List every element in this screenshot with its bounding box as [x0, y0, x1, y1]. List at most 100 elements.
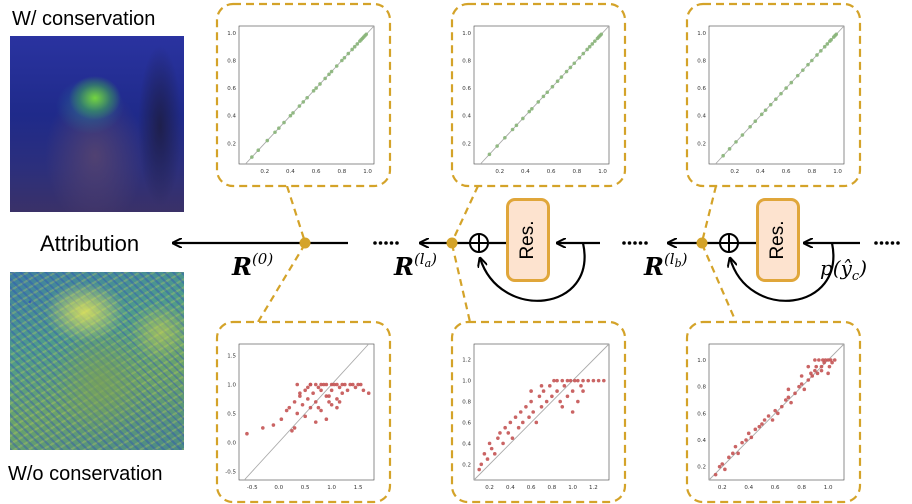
point-top-3-19 [822, 44, 827, 49]
point-top-1-17 [334, 64, 339, 68]
point-bottom-1-12 [306, 397, 310, 401]
point-bottom-2-44 [602, 378, 606, 383]
point-bottom-3-25 [797, 384, 801, 389]
point-bottom-2-48 [576, 399, 580, 404]
identity-line-bottom-2 [473, 343, 610, 481]
point-bottom-1-2 [271, 423, 276, 427]
point-top-2-16 [572, 61, 577, 66]
point-bottom-1-20 [319, 408, 323, 413]
point-bottom-2-11 [506, 431, 511, 435]
point-bottom-3-5 [731, 451, 735, 456]
point-bottom-2-31 [558, 399, 562, 404]
point-bottom-1-21 [321, 382, 326, 387]
res-block-b-label: Res. [767, 220, 788, 260]
xtick-bottom-2-5: 1.2 [589, 485, 598, 491]
point-top-3-9 [774, 97, 778, 101]
point-bottom-2-38 [576, 378, 580, 383]
point-bottom-1-30 [337, 385, 342, 390]
point-top-1-1 [256, 148, 261, 152]
point-top-2-19 [585, 47, 589, 52]
point-bottom-3-35 [819, 364, 824, 369]
point-bottom-3-33 [815, 371, 820, 376]
point-bottom-2-40 [581, 378, 585, 383]
rla-superscript: (l [413, 250, 425, 268]
scatter-panels: 0.2 0.4 0.6 0.8 1.00.20.40.60.81.0 0.2 0.4 0.6 0… [215, 2, 862, 504]
point-top-2-13 [559, 75, 564, 79]
ytick-top-2-3: 0.8 [462, 59, 471, 65]
connector-top-3 [700, 185, 718, 243]
plot-area-bottom-2 [473, 343, 610, 481]
point-top-2-0 [487, 152, 492, 157]
point-bottom-1-6 [290, 429, 294, 433]
panel-frame-bottom-1 [215, 320, 392, 504]
point-top-1-21 [350, 47, 354, 52]
attribution-label: Attribution [40, 231, 140, 256]
point-bottom-3-34 [817, 358, 821, 362]
point-bottom-2-29 [552, 378, 556, 383]
xtick-bottom-3-2: 0.6 [771, 485, 780, 491]
point-bottom-3-1 [717, 464, 722, 469]
r0-superscript: (0) [251, 250, 274, 268]
plot-area-bottom-3 [708, 343, 845, 481]
heatmap-without-conservation [10, 272, 184, 450]
point-bottom-3-24 [793, 391, 797, 396]
point-bottom-1-8 [295, 411, 300, 416]
ytick-bottom-2-2: 0.6 [462, 420, 471, 426]
ytick-top-3-3: 0.8 [697, 59, 706, 65]
point-bottom-3-28 [806, 378, 811, 382]
point-bottom-3-38 [823, 358, 828, 362]
scatter-panel-bottom-3: 0.2 0.4 0.6 0.8 1.0 0.2 0.4 0.6 0.8 1.0 [685, 320, 862, 504]
point-top-1-9 [301, 100, 306, 104]
point-bottom-3-18 [773, 408, 777, 413]
scatter-panel-top-3: 0.2 0.4 0.6 0.8 1.0 0.2 0.4 0.6 0.8 1.0 [685, 2, 862, 188]
point-bottom-1-40 [366, 391, 371, 395]
ytick-bottom-2-0: 0.2 [462, 462, 471, 468]
point-bottom-1-5 [287, 405, 292, 410]
point-top-1-7 [291, 111, 295, 115]
point-bottom-3-10 [746, 431, 751, 436]
ytick-top-2-1: 0.4 [462, 114, 471, 120]
point-bottom-1-49 [329, 402, 334, 407]
point-bottom-3-30 [810, 374, 815, 378]
point-bottom-1-11 [303, 388, 307, 393]
point-top-1-15 [327, 72, 331, 77]
point-bottom-3-9 [744, 438, 748, 442]
panel-connectors [257, 185, 738, 323]
point-top-3-12 [789, 80, 794, 85]
xtick-top-2-0: 0.2 [495, 169, 504, 175]
point-bottom-1-45 [335, 405, 339, 410]
junction-dots [299, 237, 708, 249]
point-bottom-2-23 [537, 394, 542, 399]
point-bottom-2-33 [562, 384, 567, 388]
point-bottom-2-9 [501, 441, 505, 446]
point-bottom-3-36 [821, 358, 825, 362]
point-top-3-10 [779, 91, 783, 96]
point-bottom-1-27 [332, 382, 337, 387]
point-bottom-3-21 [783, 398, 788, 402]
point-bottom-1-44 [324, 417, 329, 422]
ytick-bottom-3-3: 0.8 [697, 385, 706, 391]
point-bottom-1-26 [329, 388, 334, 393]
point-bottom-3-15 [762, 418, 767, 422]
heatmap-with-conservation [10, 36, 184, 212]
point-bottom-2-2 [482, 452, 487, 456]
without-conservation-label: W/o conservation [8, 463, 163, 485]
plot-area-top-1 [238, 25, 375, 165]
point-bottom-2-7 [496, 436, 500, 440]
point-bottom-1-24 [327, 400, 331, 404]
point-bottom-1-15 [311, 391, 315, 395]
point-top-3-25 [834, 32, 839, 37]
point-top-2-8 [536, 100, 541, 104]
point-bottom-3-29 [809, 371, 813, 376]
connector-bottom-3 [700, 243, 738, 323]
point-bottom-3-3 [723, 467, 727, 472]
point-bottom-2-37 [572, 378, 577, 383]
point-bottom-1-52 [306, 385, 310, 390]
point-bottom-3-27 [802, 387, 807, 392]
point-top-3-5 [753, 119, 758, 124]
point-bottom-2-22 [534, 420, 539, 425]
xtick-bottom-2-3: 0.8 [548, 485, 557, 491]
junction-dot-lb [696, 237, 708, 249]
point-bottom-2-43 [596, 378, 601, 383]
point-top-1-16 [329, 69, 334, 74]
